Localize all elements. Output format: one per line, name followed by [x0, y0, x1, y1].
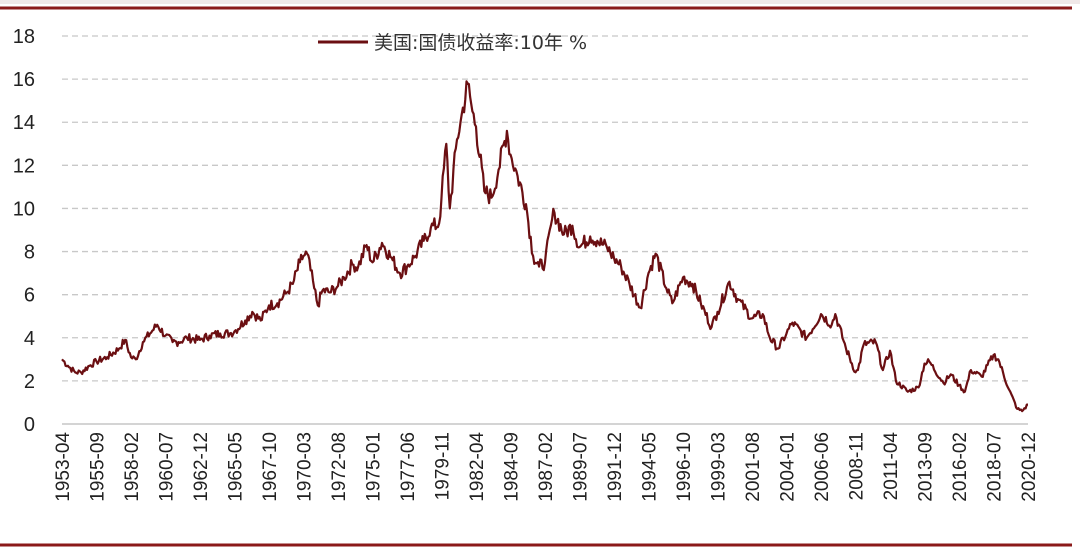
x-tick-label: 1967-10 — [260, 432, 281, 502]
y-tick-label: 6 — [24, 285, 35, 307]
x-tick-label: 2018-07 — [985, 432, 1006, 502]
legend-label: 美国:国债收益率:10年 % — [374, 32, 587, 54]
x-tick-label: 2001-08 — [743, 432, 764, 502]
y-tick-label: 12 — [13, 155, 35, 177]
x-tick-label: 1984-09 — [502, 432, 523, 502]
x-tick-label: 1987-02 — [536, 432, 557, 502]
x-tick-label: 1960-07 — [157, 432, 178, 502]
x-tick-label: 1965-05 — [226, 432, 247, 502]
x-tick-label: 2016-02 — [950, 432, 971, 502]
x-tick-label: 1975-01 — [364, 432, 385, 502]
legend: 美国:国债收益率:10年 % — [318, 32, 587, 54]
series-line — [61, 80, 1028, 413]
x-tick-label: 2006-06 — [812, 432, 833, 502]
y-tick-label: 14 — [13, 112, 35, 134]
x-tick-label: 1970-03 — [295, 432, 316, 502]
x-tick-label: 2013-09 — [916, 432, 937, 502]
x-tick-label: 1953-04 — [53, 432, 74, 502]
y-axis: 0 2 4 6 8 10 12 14 16 18 — [13, 26, 35, 436]
x-tick-label: 1996-10 — [674, 432, 695, 502]
x-tick-label: 1989-07 — [571, 432, 592, 502]
y-tick-label: 8 — [24, 242, 35, 264]
y-tick-label: 4 — [24, 328, 35, 350]
cropped-header — [0, 0, 1080, 10]
y-tick-label: 16 — [13, 69, 35, 91]
x-tick-label: 1999-03 — [709, 432, 730, 502]
x-axis: 1953-04 1955-09 1958-02 1960-07 1962-12 1965-… — [53, 423, 1040, 502]
x-tick-label: 1962-12 — [191, 432, 212, 502]
x-tick-label: 1972-08 — [329, 432, 350, 502]
x-tick-label: 1977-06 — [398, 432, 419, 502]
x-tick-label: 2011-04 — [881, 432, 902, 501]
x-tick-label: 1979-11 — [433, 432, 454, 500]
x-tick-label: 1955-09 — [88, 432, 109, 502]
y-tick-label: 10 — [13, 198, 35, 220]
grid-lines — [62, 35, 1028, 382]
x-tick-label: 1994-05 — [640, 432, 661, 502]
x-tick-label: 2020-12 — [1019, 432, 1040, 502]
x-tick-label: 1982-04 — [467, 432, 488, 502]
x-tick-label: 2004-01 — [778, 432, 799, 502]
y-tick-label: 0 — [24, 414, 35, 436]
x-tick-label: 2008-11 — [847, 432, 868, 500]
x-tick-label: 1991-12 — [605, 432, 626, 502]
x-tick-label: 1958-02 — [122, 432, 143, 502]
y-tick-label: 18 — [13, 26, 35, 48]
y-tick-label: 2 — [24, 371, 35, 393]
